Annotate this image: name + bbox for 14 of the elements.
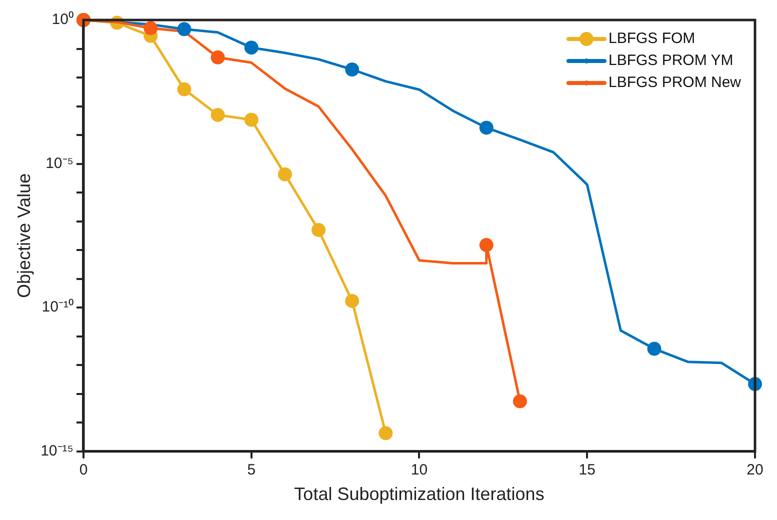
legend-label: LBFGS PROM YM <box>608 52 734 70</box>
y-tick-label: 10⁻¹⁵ <box>40 442 74 460</box>
x-tick-label: 0 <box>79 462 88 479</box>
y-tick-label: 10⁰ <box>52 11 74 28</box>
x-tick-label: 15 <box>578 462 596 479</box>
legend-label: LBFGS PROM New <box>608 74 742 92</box>
x-tick-label: 5 <box>247 462 256 479</box>
y-tick-label: 10⁻¹⁰ <box>42 298 74 316</box>
x-tick-label: 10 <box>410 462 428 479</box>
y-tick-label: 10⁻⁵ <box>46 154 74 172</box>
x-tick-label: 20 <box>746 462 764 479</box>
y-axis-title: Objective Value <box>14 173 34 298</box>
x-axis-title: Total Suboptimization Iterations <box>294 484 544 504</box>
legend-label: LBFGS FOM <box>608 30 696 48</box>
